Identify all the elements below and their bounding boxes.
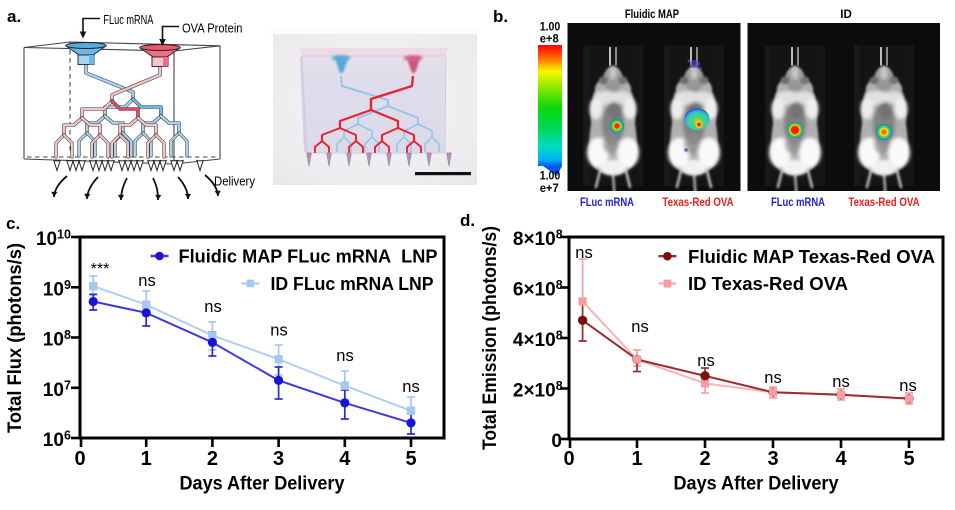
svg-text:107: 107 — [43, 378, 71, 401]
svg-text:109: 109 — [43, 278, 71, 301]
svg-text:2×108: 2×108 — [513, 379, 563, 402]
svg-text:1: 1 — [141, 448, 152, 470]
svg-text:1: 1 — [631, 448, 642, 470]
svg-text:0: 0 — [551, 431, 562, 452]
svg-text:***: *** — [91, 261, 110, 278]
svg-text:OVA Protein: OVA Protein — [182, 22, 243, 36]
svg-text:Total Flux (photons/s): Total Flux (photons/s) — [5, 243, 26, 433]
svg-text:ns: ns — [832, 373, 849, 391]
svg-text:FLuc mRNA: FLuc mRNA — [771, 195, 825, 209]
svg-text:4: 4 — [339, 448, 351, 470]
svg-text:106: 106 — [43, 429, 71, 452]
svg-text:Delivery: Delivery — [214, 175, 256, 189]
svg-text:Days After Delivery: Days After Delivery — [180, 474, 345, 495]
svg-text:5: 5 — [903, 448, 914, 470]
svg-text:8×108: 8×108 — [513, 228, 563, 251]
svg-text:FLuc mRNA: FLuc mRNA — [103, 13, 153, 27]
svg-text:d.: d. — [460, 211, 475, 230]
svg-text:ID Texas-Red OVA: ID Texas-Red OVA — [688, 273, 848, 294]
svg-text:FLuc mRNA: FLuc mRNA — [580, 195, 634, 209]
svg-text:e+8: e+8 — [540, 34, 560, 46]
svg-text:Texas-Red OVA: Texas-Red OVA — [662, 195, 733, 209]
svg-text:2: 2 — [699, 448, 710, 470]
svg-text:a.: a. — [7, 7, 21, 26]
svg-text:ns: ns — [336, 347, 353, 365]
svg-text:b.: b. — [493, 7, 508, 26]
svg-text:Days After Delivery: Days After Delivery — [674, 474, 839, 495]
svg-text:4: 4 — [835, 448, 847, 470]
svg-text:ID: ID — [840, 9, 852, 21]
svg-text:ID FLuc mRNA LNP: ID FLuc mRNA LNP — [271, 273, 434, 294]
svg-text:ns: ns — [764, 369, 781, 387]
svg-text:3: 3 — [767, 448, 778, 470]
svg-text:ns: ns — [270, 322, 287, 340]
svg-text:108: 108 — [43, 328, 71, 351]
svg-text:6×108: 6×108 — [513, 278, 563, 301]
svg-text:2: 2 — [207, 448, 218, 470]
svg-text:1.00: 1.00 — [540, 21, 561, 33]
svg-text:Fluidic MAP Texas-Red OVA: Fluidic MAP Texas-Red OVA — [688, 246, 935, 267]
svg-text:0: 0 — [563, 448, 574, 470]
svg-text:ns: ns — [138, 272, 155, 290]
svg-text:ns: ns — [899, 377, 916, 395]
svg-text:Total Emission (photons/s): Total Emission (photons/s) — [480, 226, 501, 450]
svg-text:ns: ns — [402, 378, 419, 396]
svg-text:e+7: e+7 — [540, 183, 559, 195]
svg-text:0: 0 — [74, 448, 85, 470]
svg-text:ns: ns — [697, 352, 714, 370]
svg-text:ns: ns — [575, 244, 592, 262]
svg-text:ns: ns — [631, 318, 648, 336]
svg-text:Fluidic MAP: Fluidic MAP — [625, 9, 679, 21]
svg-text:ns: ns — [204, 298, 221, 316]
svg-text:3: 3 — [273, 448, 284, 470]
svg-text:Texas-Red OVA: Texas-Red OVA — [848, 195, 919, 209]
svg-text:1.00: 1.00 — [540, 171, 561, 183]
svg-text:5: 5 — [405, 448, 416, 470]
svg-text:4×108: 4×108 — [513, 329, 563, 352]
svg-text:Fluidic MAP FLuc mRNA LNP: Fluidic MAP FLuc mRNA LNP — [179, 246, 438, 267]
svg-text:c.: c. — [6, 214, 20, 233]
